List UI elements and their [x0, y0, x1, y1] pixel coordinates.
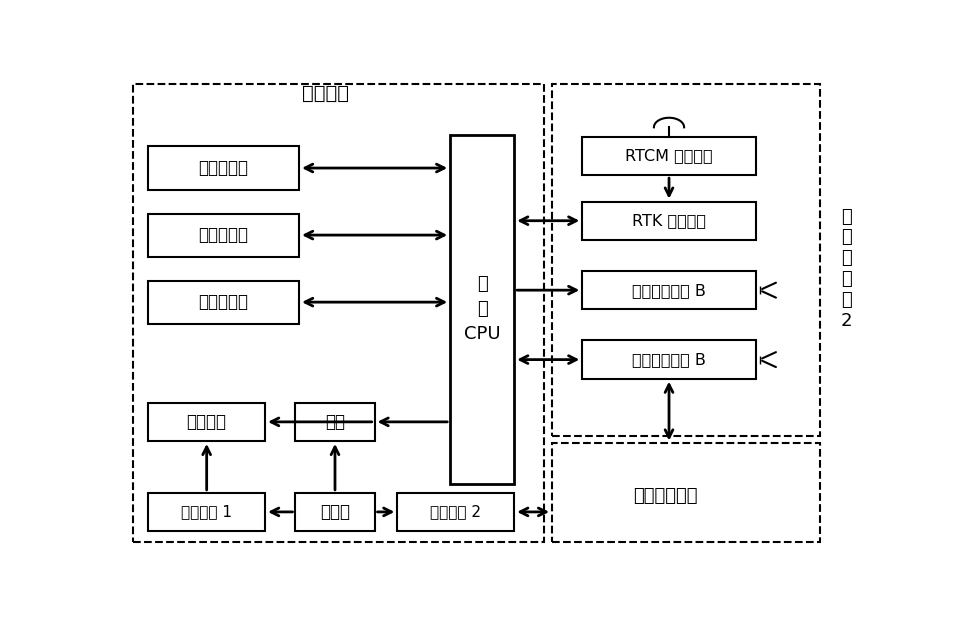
Bar — [148, 493, 265, 531]
Bar — [582, 137, 756, 175]
Bar — [148, 281, 299, 323]
Bar — [148, 402, 265, 441]
Text: 飞控通信模块 B: 飞控通信模块 B — [632, 282, 706, 298]
Bar — [582, 340, 756, 379]
Text: 旋翼电机: 旋翼电机 — [187, 413, 227, 431]
Text: 电源电路 2: 电源电路 2 — [431, 504, 481, 519]
Bar — [148, 147, 299, 190]
Text: 电源电路 1: 电源电路 1 — [181, 504, 232, 519]
Text: 雷达探测部分: 雷达探测部分 — [633, 487, 697, 505]
Bar — [552, 443, 820, 542]
Text: 探测通信模块 B: 探测通信模块 B — [632, 352, 706, 367]
Bar — [397, 493, 514, 531]
Bar — [582, 202, 756, 240]
Text: RTK 从站模块: RTK 从站模块 — [632, 213, 706, 228]
Text: RTCM 接收模块: RTCM 接收模块 — [625, 149, 713, 164]
Bar — [450, 134, 514, 484]
Text: 定高传感器: 定高传感器 — [199, 226, 248, 244]
Text: 飞
控
CPU: 飞 控 CPU — [464, 276, 501, 343]
Bar — [552, 84, 820, 436]
Bar — [148, 213, 299, 257]
Bar — [295, 402, 375, 441]
Text: 通
信
与
数
传
2: 通 信 与 数 传 2 — [841, 208, 852, 330]
Text: 姿态传感器: 姿态传感器 — [199, 159, 248, 177]
Text: 避障传感器: 避障传感器 — [199, 293, 248, 311]
Text: 飞行控制: 飞行控制 — [302, 85, 349, 103]
Text: 锂电池: 锂电池 — [320, 503, 350, 521]
Bar — [582, 271, 756, 309]
Text: 电调: 电调 — [325, 413, 345, 431]
Bar — [295, 493, 375, 531]
Bar — [133, 84, 544, 542]
